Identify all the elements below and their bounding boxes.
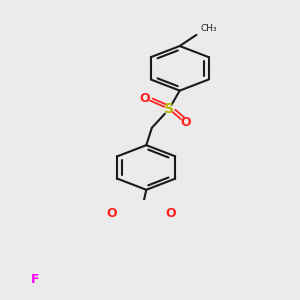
Text: O: O xyxy=(165,207,176,220)
Text: O: O xyxy=(139,92,150,105)
Text: O: O xyxy=(107,207,117,220)
Text: O: O xyxy=(180,116,190,129)
Text: F: F xyxy=(31,272,39,286)
Text: S: S xyxy=(164,102,174,116)
Text: CH₃: CH₃ xyxy=(200,24,217,33)
